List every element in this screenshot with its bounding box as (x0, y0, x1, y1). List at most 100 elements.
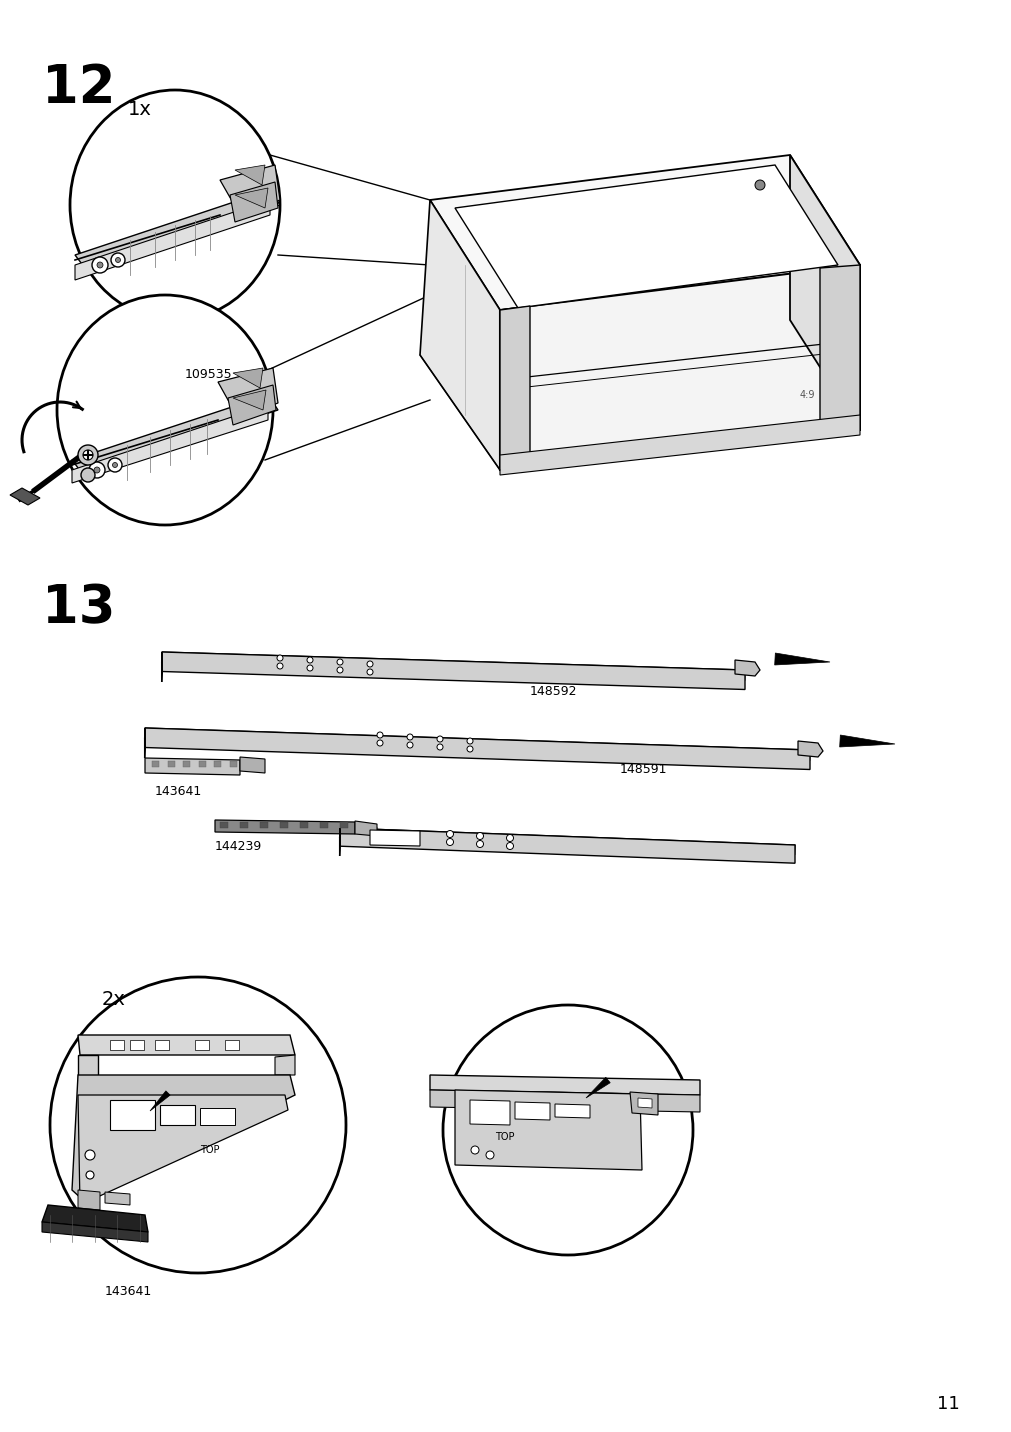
Polygon shape (370, 831, 420, 846)
Polygon shape (217, 368, 278, 418)
Polygon shape (280, 822, 288, 828)
Polygon shape (240, 822, 248, 828)
Polygon shape (162, 652, 744, 680)
Polygon shape (233, 390, 266, 410)
Polygon shape (340, 828, 795, 855)
Polygon shape (299, 822, 307, 828)
Polygon shape (235, 165, 265, 185)
Polygon shape (275, 1055, 295, 1075)
Polygon shape (340, 828, 795, 863)
Circle shape (85, 1150, 95, 1160)
Ellipse shape (70, 90, 280, 319)
Circle shape (337, 659, 343, 664)
Polygon shape (198, 760, 205, 768)
Text: 13: 13 (42, 581, 115, 634)
Polygon shape (152, 760, 159, 768)
Text: 109535: 109535 (185, 368, 233, 381)
Circle shape (377, 740, 382, 746)
Polygon shape (145, 727, 809, 769)
Circle shape (277, 663, 283, 669)
Polygon shape (819, 265, 859, 432)
Polygon shape (200, 1108, 235, 1126)
Circle shape (476, 832, 483, 839)
Text: 148591: 148591 (620, 763, 667, 776)
Polygon shape (219, 165, 280, 215)
Text: TOP: TOP (200, 1146, 219, 1156)
Polygon shape (219, 822, 227, 828)
Polygon shape (637, 1098, 651, 1108)
Polygon shape (260, 822, 268, 828)
Polygon shape (110, 1100, 155, 1130)
Circle shape (470, 1146, 478, 1154)
Circle shape (108, 458, 122, 473)
Polygon shape (195, 1040, 209, 1050)
Text: 144239: 144239 (214, 841, 262, 853)
Polygon shape (72, 395, 278, 473)
Polygon shape (233, 368, 263, 388)
Circle shape (506, 835, 513, 842)
Circle shape (466, 737, 472, 745)
Polygon shape (75, 200, 270, 281)
Ellipse shape (57, 295, 273, 526)
Circle shape (111, 253, 125, 266)
Polygon shape (162, 652, 744, 689)
Text: 4:9: 4:9 (800, 390, 815, 400)
Polygon shape (168, 760, 175, 768)
Polygon shape (78, 1055, 98, 1095)
Circle shape (437, 736, 443, 742)
Polygon shape (630, 1093, 657, 1116)
Polygon shape (75, 190, 280, 268)
Text: 2x: 2x (102, 990, 125, 1010)
Circle shape (377, 732, 382, 737)
Polygon shape (585, 1077, 610, 1098)
Polygon shape (455, 1090, 641, 1170)
Text: 148592: 148592 (530, 684, 577, 697)
Polygon shape (790, 155, 859, 430)
Circle shape (437, 745, 443, 750)
Polygon shape (129, 1040, 144, 1050)
Circle shape (94, 467, 100, 473)
Text: 143641: 143641 (155, 785, 202, 798)
Polygon shape (227, 385, 276, 425)
Polygon shape (214, 821, 355, 833)
Polygon shape (430, 155, 859, 309)
Polygon shape (78, 1190, 100, 1210)
Circle shape (83, 450, 93, 460)
Text: 1x: 1x (127, 100, 152, 119)
Polygon shape (229, 182, 278, 222)
Polygon shape (355, 821, 377, 836)
Polygon shape (72, 405, 268, 483)
Polygon shape (183, 760, 190, 768)
Circle shape (112, 463, 117, 467)
Polygon shape (734, 660, 759, 676)
Polygon shape (515, 1103, 549, 1120)
Polygon shape (240, 758, 265, 773)
Circle shape (115, 258, 120, 262)
Polygon shape (319, 822, 328, 828)
Circle shape (406, 742, 412, 748)
Polygon shape (42, 1204, 148, 1232)
Circle shape (485, 1151, 493, 1158)
Polygon shape (42, 1221, 148, 1242)
Circle shape (277, 654, 283, 662)
Circle shape (476, 841, 483, 848)
Circle shape (306, 657, 312, 663)
Polygon shape (420, 200, 499, 470)
Circle shape (367, 662, 373, 667)
Circle shape (446, 831, 453, 838)
Polygon shape (10, 488, 40, 505)
Polygon shape (105, 1191, 129, 1204)
Polygon shape (155, 1040, 169, 1050)
Text: 11: 11 (936, 1395, 959, 1413)
Polygon shape (469, 1100, 510, 1126)
Polygon shape (340, 822, 348, 828)
Polygon shape (455, 165, 837, 308)
Polygon shape (430, 1075, 700, 1095)
Polygon shape (145, 727, 809, 760)
Polygon shape (229, 760, 237, 768)
Polygon shape (798, 740, 822, 758)
Polygon shape (499, 306, 530, 470)
Circle shape (89, 463, 105, 478)
Polygon shape (235, 188, 268, 208)
Text: TOP: TOP (494, 1133, 514, 1141)
